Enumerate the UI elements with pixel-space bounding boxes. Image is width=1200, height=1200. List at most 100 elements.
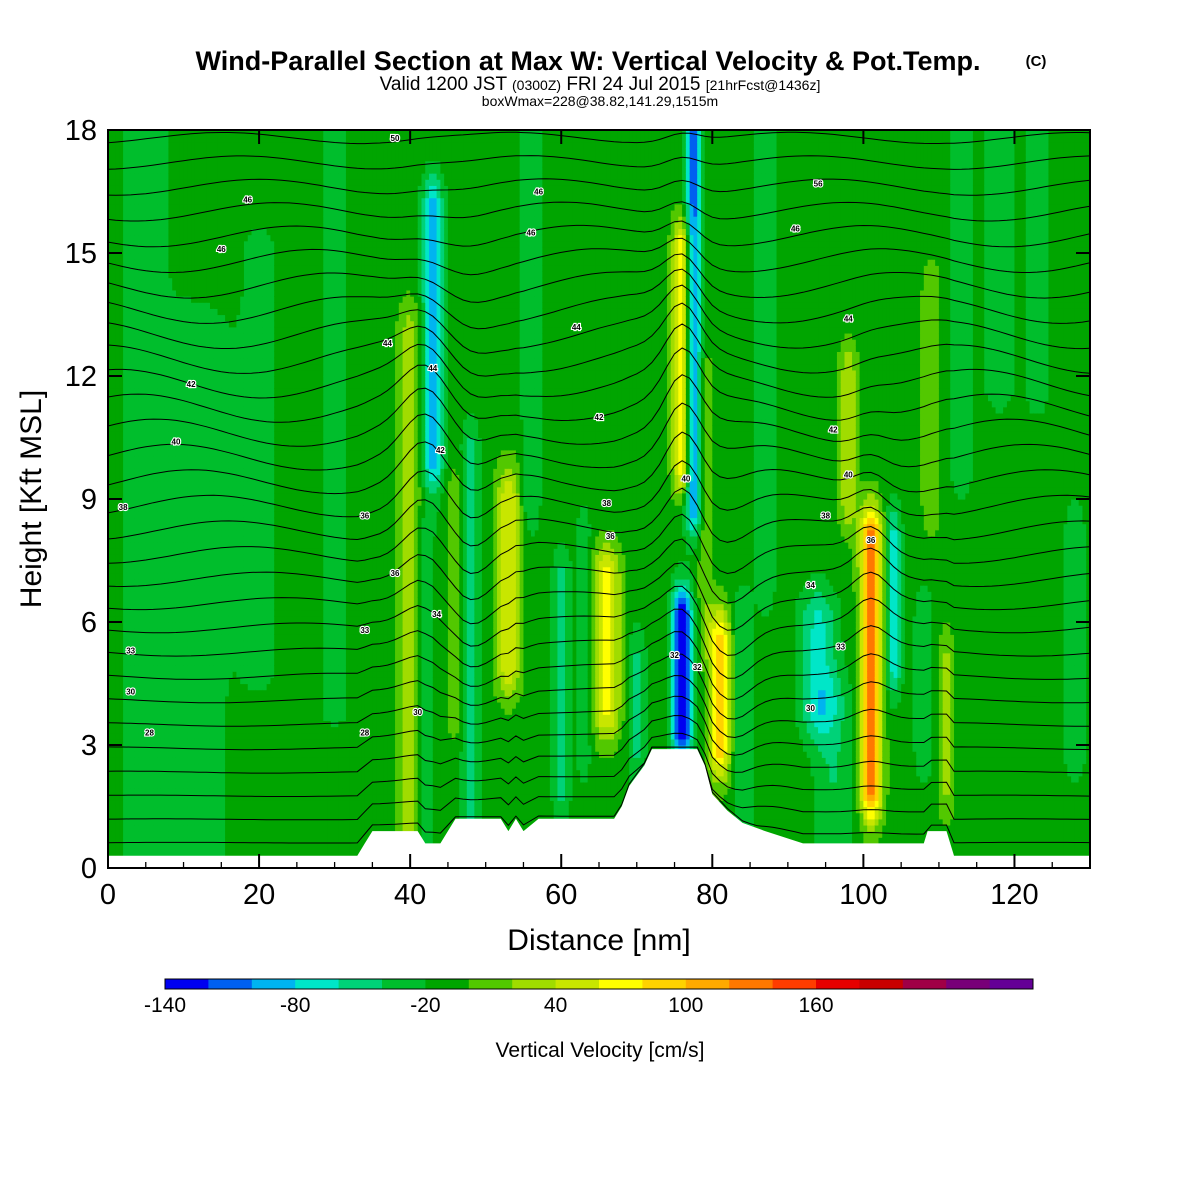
velocity-cell <box>172 517 176 524</box>
velocity-cell <box>184 438 188 445</box>
velocity-cell <box>206 825 210 832</box>
velocity-cell <box>184 499 188 506</box>
velocity-cell <box>131 597 135 604</box>
velocity-cell <box>150 142 154 149</box>
velocity-cell <box>184 351 188 358</box>
velocity-cell <box>199 850 203 857</box>
velocity-cell <box>150 302 154 309</box>
velocity-cell <box>168 511 172 518</box>
velocity-cell <box>127 468 131 475</box>
velocity-cell <box>210 468 214 475</box>
velocity-cell <box>206 659 210 666</box>
velocity-cell <box>123 745 127 752</box>
velocity-cell <box>176 462 180 469</box>
velocity-cell <box>199 659 203 666</box>
velocity-cell <box>187 179 191 186</box>
velocity-cell <box>161 573 165 580</box>
velocity-cell <box>134 850 138 857</box>
velocity-cell <box>150 228 154 235</box>
velocity-cell <box>153 284 157 291</box>
velocity-cell <box>134 438 138 445</box>
velocity-cell <box>157 573 161 580</box>
velocity-cell <box>199 505 203 512</box>
velocity-cell <box>180 597 184 604</box>
velocity-cell <box>112 554 116 561</box>
velocity-cell <box>146 148 150 155</box>
velocity-cell <box>184 720 188 727</box>
velocity-cell <box>168 831 172 838</box>
velocity-cell <box>142 142 146 149</box>
velocity-cell <box>165 708 169 715</box>
velocity-cell <box>191 228 195 235</box>
velocity-cell <box>202 751 206 758</box>
velocity-cell <box>191 616 195 623</box>
velocity-cell <box>199 770 203 777</box>
velocity-cell <box>176 333 180 340</box>
velocity-cell <box>187 456 191 463</box>
velocity-cell <box>142 542 146 549</box>
velocity-cell <box>210 499 214 506</box>
velocity-cell <box>119 425 123 432</box>
velocity-cell <box>127 573 131 580</box>
velocity-cell <box>218 573 222 580</box>
velocity-cell <box>161 481 165 488</box>
velocity-cell <box>127 155 131 162</box>
velocity-cell <box>199 222 203 229</box>
velocity-cell <box>112 684 116 691</box>
velocity-cell <box>218 456 222 463</box>
velocity-cell <box>150 210 154 217</box>
velocity-cell <box>202 579 206 586</box>
velocity-cell <box>172 413 176 420</box>
velocity-cell <box>157 770 161 777</box>
velocity-cell <box>138 825 142 832</box>
velocity-cell <box>168 278 172 285</box>
velocity-cell <box>138 431 142 438</box>
velocity-cell <box>210 585 214 592</box>
velocity-cell <box>142 782 146 789</box>
velocity-cell <box>184 179 188 186</box>
velocity-cell <box>206 647 210 654</box>
velocity-cell <box>180 204 184 211</box>
velocity-cell <box>127 677 131 684</box>
velocity-cell <box>153 708 157 715</box>
velocity-cell <box>187 278 191 285</box>
velocity-cell <box>161 456 165 463</box>
velocity-cell <box>127 554 131 561</box>
velocity-cell <box>180 659 184 666</box>
velocity-cell <box>119 351 123 358</box>
velocity-cell <box>187 462 191 469</box>
velocity-cell <box>157 468 161 475</box>
velocity-cell <box>153 401 157 408</box>
velocity-cell <box>184 462 188 469</box>
velocity-cell <box>168 628 172 635</box>
velocity-cell <box>112 358 116 365</box>
velocity-cell <box>116 235 120 242</box>
velocity-cell <box>112 388 116 395</box>
velocity-cell <box>134 456 138 463</box>
velocity-cell <box>214 714 218 721</box>
velocity-cell <box>221 831 225 838</box>
velocity-cell <box>127 351 131 358</box>
velocity-cell <box>187 671 191 678</box>
velocity-cell <box>176 647 180 654</box>
velocity-cell <box>176 142 180 149</box>
velocity-cell <box>180 235 184 242</box>
velocity-cell <box>187 659 191 666</box>
velocity-cell <box>131 148 135 155</box>
velocity-cell <box>176 819 180 826</box>
velocity-cell <box>210 727 214 734</box>
velocity-cell <box>199 308 203 315</box>
velocity-cell <box>161 296 165 303</box>
velocity-cell <box>184 837 188 844</box>
velocity-cell <box>202 142 206 149</box>
velocity-cell <box>168 161 172 168</box>
velocity-cell <box>210 837 214 844</box>
velocity-cell <box>172 727 176 734</box>
velocity-cell <box>176 290 180 297</box>
velocity-cell <box>153 431 157 438</box>
velocity-cell <box>138 358 142 365</box>
velocity-cell <box>176 487 180 494</box>
velocity-cell <box>134 161 138 168</box>
velocity-cell <box>180 788 184 795</box>
velocity-cell <box>210 708 214 715</box>
